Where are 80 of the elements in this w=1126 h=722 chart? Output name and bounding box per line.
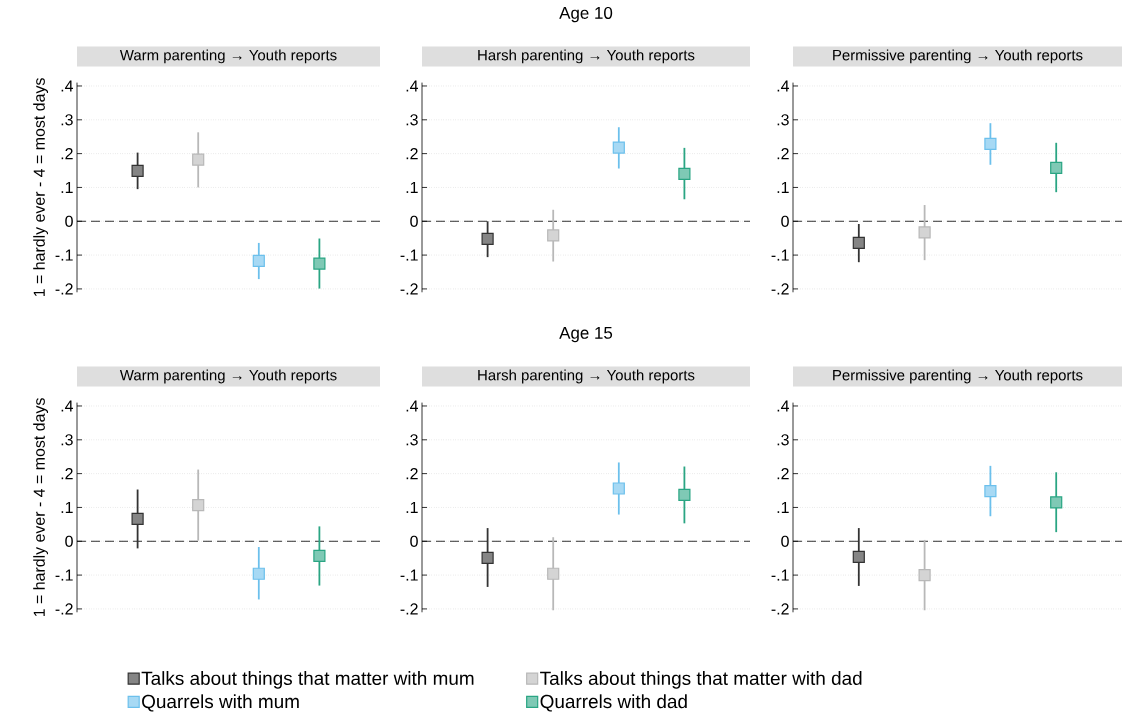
y-tick-label: .2: [777, 468, 789, 480]
point: [678, 488, 691, 502]
chart-title: Warm parenting → Youth reports: [119, 49, 337, 64]
y-tick-label: .3: [61, 114, 73, 126]
point: [852, 550, 865, 563]
y-tick-label: 0: [781, 215, 789, 227]
point: [918, 226, 931, 239]
y-tick-label: .3: [777, 434, 789, 446]
y-tick-label: -.2: [771, 283, 789, 295]
y-tick-label: -.2: [400, 603, 418, 615]
point: [192, 498, 205, 512]
y-tick-label: .4: [61, 400, 74, 412]
point: [678, 167, 691, 181]
y-tick-label: .1: [777, 181, 789, 193]
y-tick-label: .2: [777, 148, 789, 160]
y-tick-label: .4: [777, 80, 790, 92]
y-tick-label: -.1: [400, 569, 418, 581]
y-tick-label: -.1: [400, 249, 418, 261]
point: [1050, 161, 1063, 174]
y-tick-label: 0: [410, 215, 418, 227]
y-tick-label: .1: [61, 501, 73, 513]
point: [852, 236, 865, 250]
y-tick-label: -.2: [55, 603, 73, 615]
y-tick-label: .4: [406, 80, 419, 92]
legend-label: Talks about things that matter with mum: [141, 671, 474, 689]
y-tick-label: .1: [406, 501, 418, 513]
y-axis-title: 1 = hardly ever - 4 = most days: [33, 398, 49, 617]
y-tick-label: .4: [61, 80, 74, 92]
point: [547, 229, 560, 242]
y-tick-label: -.2: [55, 283, 73, 295]
y-tick-label: -.1: [55, 569, 73, 581]
point: [313, 257, 326, 270]
y-tick-label: .3: [777, 114, 789, 126]
point: [984, 137, 997, 150]
y-axis-title: 1 = hardly ever - 4 = most days: [33, 78, 49, 297]
point: [1050, 496, 1063, 509]
y-tick-label: .2: [61, 468, 73, 480]
point: [612, 482, 625, 495]
point: [984, 485, 997, 498]
chart-title: Harsh parenting → Youth reports: [478, 49, 695, 64]
y-tick-label: .1: [777, 501, 789, 513]
chart-subtitle: Age 15: [559, 327, 613, 343]
y-tick-label: 0: [65, 215, 73, 227]
y-tick-label: .3: [406, 434, 418, 446]
legend-label: Quarrels with mum: [142, 694, 299, 712]
y-tick-label: .1: [61, 181, 73, 193]
y-tick-label: .1: [406, 181, 418, 193]
point: [252, 567, 265, 580]
point: [131, 512, 144, 526]
y-tick-label: -.1: [55, 249, 73, 261]
chart-title: Permissive parenting → Youth reports: [833, 49, 1083, 64]
point: [192, 153, 205, 166]
legend-label: Talks about things that matter with dad: [540, 671, 862, 689]
y-tick-label: -.1: [771, 249, 789, 261]
y-tick-label: .4: [777, 400, 790, 412]
point: [481, 551, 494, 564]
y-tick-label: .2: [61, 148, 73, 160]
chart-title: Warm parenting → Youth reports: [119, 369, 337, 384]
y-tick-label: .2: [406, 148, 418, 160]
y-tick-label: -.2: [771, 603, 789, 615]
y-tick-label: .3: [61, 434, 73, 446]
y-tick-label: .4: [406, 400, 419, 412]
point: [252, 254, 265, 267]
y-tick-label: 0: [781, 535, 789, 547]
point: [547, 567, 560, 580]
chart-title: Harsh parenting → Youth reports: [478, 369, 695, 384]
chart-title: Permissive parenting → Youth reports: [833, 369, 1083, 384]
y-tick-label: 0: [410, 535, 418, 547]
y-tick-label: -.2: [400, 283, 418, 295]
y-tick-label: 0: [65, 535, 73, 547]
point: [612, 141, 625, 154]
y-tick-label: .3: [406, 114, 418, 126]
point: [313, 549, 326, 562]
point: [131, 164, 144, 177]
y-tick-label: .2: [406, 468, 418, 480]
chart-subtitle: Age 10: [559, 6, 613, 23]
legend-label: Quarrels with dad: [540, 694, 687, 712]
point: [481, 232, 494, 245]
y-tick-label: -.1: [771, 569, 789, 581]
point: [918, 568, 931, 582]
